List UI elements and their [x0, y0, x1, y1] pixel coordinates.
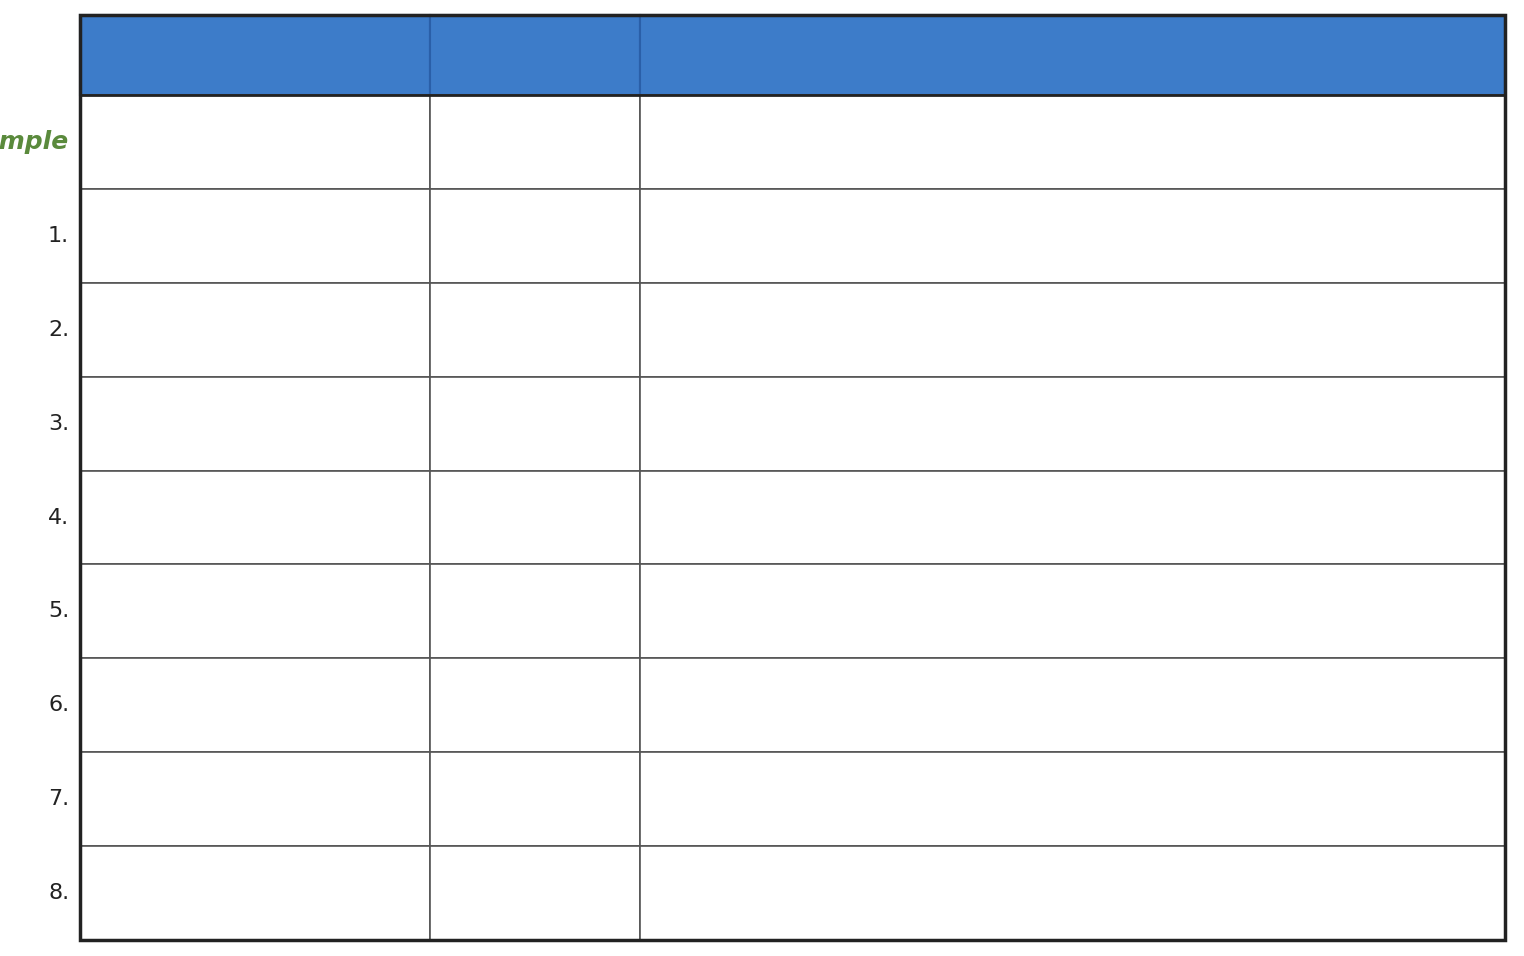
Text: 8.: 8. — [49, 883, 69, 903]
Text: sample: sample — [0, 130, 69, 154]
Text: 6.: 6. — [49, 695, 69, 715]
Text: Saxophone en Si♭: Saxophone en Si♭ — [163, 789, 347, 809]
Text: 3.: 3. — [49, 414, 69, 434]
Text: Horn in H: Horn in H — [206, 132, 305, 152]
Text: Instrument: Instrument — [181, 43, 329, 67]
Text: 4.: 4. — [49, 508, 69, 528]
Text: Trompete in B: Trompete in B — [181, 508, 328, 528]
Text: Horn in B: Horn in B — [1018, 132, 1128, 152]
Text: Corno in Fa: Corno in Fa — [195, 883, 314, 903]
Text: 5.: 5. — [47, 601, 69, 621]
Text: 2.: 2. — [49, 319, 69, 339]
Text: Cor en Mi♭: Cor en Mi♭ — [201, 601, 309, 621]
Text: Klarinette in Es: Klarinette in Es — [175, 695, 334, 715]
Text: 7.: 7. — [49, 789, 69, 809]
Text: Language: Language — [469, 43, 600, 67]
Text: German: German — [489, 132, 581, 152]
Text: 1.: 1. — [49, 226, 69, 246]
Text: Clarinette en Ut: Clarinette en Ut — [172, 226, 338, 246]
Text: Name of Instrument in English: Name of Instrument in English — [869, 43, 1276, 67]
Text: Tromba in Re: Tromba in Re — [186, 319, 325, 339]
Text: Horn in As: Horn in As — [201, 414, 309, 434]
